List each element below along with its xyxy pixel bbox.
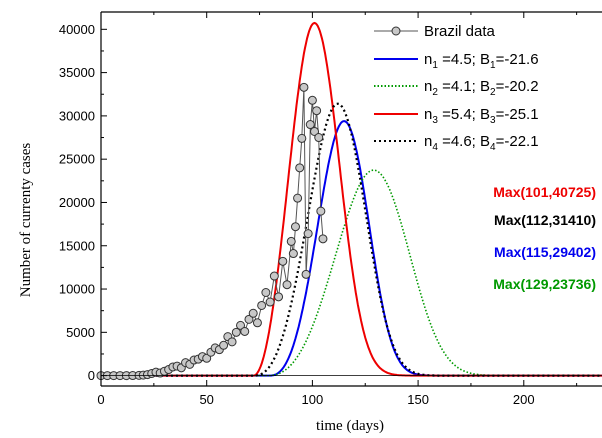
legend-label-3: n3 =5.4; B3=-25.1 [424, 106, 539, 126]
brazil-data-point [252, 318, 262, 328]
y-tick-label: 25000 [59, 152, 95, 167]
brazil-data-line [101, 87, 324, 377]
y-tick-label: 20000 [59, 195, 95, 210]
brazil-data-point [257, 300, 267, 310]
ticks: 0 50 100 150 200 0 5000 10000 15000 20000 25000 300… [59, 12, 578, 407]
legend-label-part: n [424, 78, 432, 95]
y-tick-label: 5000 [66, 325, 95, 340]
brazil-data-point [274, 292, 284, 302]
legend-label-part: =4.1; B [438, 78, 490, 95]
brazil-data-point [288, 249, 298, 259]
brazil-data-point [295, 163, 305, 173]
legend-label-part: 2 [490, 87, 496, 98]
brazil-data-point [301, 269, 311, 279]
brazil-data-point [261, 288, 271, 297]
legend-label-part: 3 [432, 115, 438, 126]
brazil-data-point [316, 206, 326, 216]
y-tick-label: 30000 [59, 108, 95, 123]
y-tick-label: 15000 [59, 238, 95, 253]
brazil-data-point [312, 106, 322, 116]
legend-label-brazil: Brazil data [424, 23, 496, 40]
brazil-data-point [278, 256, 288, 266]
brazil-data-point [299, 82, 309, 92]
legend-label-part: =4.6; B [438, 133, 490, 150]
brazil-data-point [248, 308, 258, 318]
legend-label-part: 1 [490, 60, 496, 71]
legend-label-part: n [424, 133, 432, 150]
legend-label-4: n4 =4.6; B4=-22.1 [424, 133, 539, 153]
brazil-data-point [231, 327, 241, 337]
brazil-data-point [314, 133, 324, 143]
brazil-data-point [303, 229, 313, 239]
brazil-data-point [202, 353, 212, 363]
curve-2 [101, 169, 602, 377]
brazil-data-point [236, 320, 246, 330]
brazil-data-point [318, 234, 328, 244]
x-tick-label: 150 [407, 392, 429, 407]
max-annotations: Max(101,40725) Max(112,31410) Max(115,2940… [493, 184, 596, 292]
brazil-data-point [282, 280, 292, 290]
brazil-data-point [227, 337, 237, 347]
legend-label-part: n [424, 51, 432, 68]
x-tick-label: 200 [513, 392, 535, 407]
legend-label-part: 2 [432, 87, 438, 98]
brazil-data-point [240, 326, 250, 336]
legend-label-part: 4 [490, 142, 496, 153]
legend-label-part: =-25.1 [496, 106, 539, 123]
brazil-data-point [219, 340, 229, 350]
brazil-data-point [290, 222, 300, 232]
brazil-data-point [307, 95, 317, 105]
max-annotation: Max(129,23736) [493, 276, 596, 292]
y-tick-label: 10000 [59, 282, 95, 297]
brazil-data-point [305, 120, 315, 130]
max-annotation: Max(101,40725) [493, 184, 596, 200]
brazil-data-point [286, 236, 296, 246]
x-tick-label: 50 [199, 392, 213, 407]
legend-label-part: =5.4; B [438, 106, 490, 123]
legend-label-1: n1 =4.5; B1=-21.6 [424, 51, 539, 71]
brazil-data-point [265, 297, 275, 307]
brazil-data-point [310, 126, 320, 136]
brazil-data-point [269, 271, 279, 281]
y-tick-label: 35000 [59, 65, 95, 80]
max-annotation: Max(112,31410) [494, 212, 596, 228]
legend-label-part: 1 [432, 60, 438, 71]
legend-label-part: =-22.1 [496, 133, 539, 150]
brazil-data-point [293, 193, 303, 203]
legend-label-part: n [424, 106, 432, 123]
legend-label-part: =4.5; B [438, 51, 490, 68]
y-axis-title: Number of currenty cases [18, 143, 34, 298]
axes [100, 11, 602, 387]
legend-marker-brazil [391, 26, 401, 36]
legend-label-part: =-21.6 [496, 51, 539, 68]
legend-label-part: 4 [432, 142, 438, 153]
brazil-data-points [96, 82, 328, 381]
y-tick-label: 40000 [59, 22, 95, 37]
x-tick-label: 100 [302, 392, 324, 407]
legend-label-part: 3 [490, 115, 496, 126]
x-tick-label: 0 [97, 392, 104, 407]
legend-label-2: n2 =4.1; B2=-20.2 [424, 78, 539, 98]
brazil-data-point [244, 314, 254, 324]
x-axis-title: time (days) [316, 418, 384, 434]
brazil-data-point [297, 133, 307, 143]
y-tick-label: 0 [88, 368, 95, 383]
legend-label-part: =-20.2 [496, 78, 539, 95]
max-annotation: Max(115,29402) [494, 244, 596, 260]
